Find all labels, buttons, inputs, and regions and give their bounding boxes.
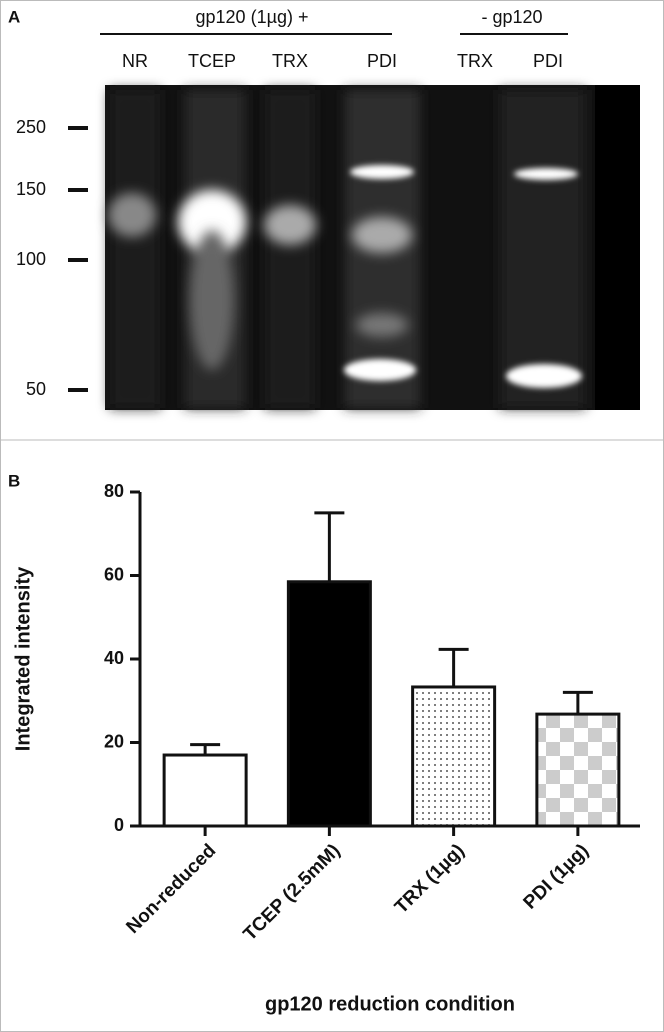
lane-label: TCEP — [188, 51, 236, 71]
panel-label: B — [8, 471, 20, 490]
bar — [286, 580, 372, 828]
plot: 0 20 40 60 80 Non-reduced TCEP (2.5mM) TRX (1µg… — [104, 481, 640, 945]
y-tick-label: 20 — [104, 731, 124, 751]
group-label: gp120 (1µg) + — [196, 7, 309, 27]
lane-label: PDI — [533, 51, 563, 71]
bar — [411, 685, 497, 828]
gel — [105, 85, 640, 410]
y-axis-label: Integrated intensity — [12, 566, 34, 751]
marker-label: 50 — [26, 379, 46, 399]
lane-label: TRX — [457, 51, 493, 71]
marker-label: 100 — [16, 249, 46, 269]
lane-label: PDI — [367, 51, 397, 71]
x-tick-label: PDI (1µg) — [520, 840, 593, 913]
marker-label: 250 — [16, 117, 46, 137]
lane-label: TRX — [272, 51, 308, 71]
y-tick-label: 80 — [104, 481, 124, 501]
bar — [535, 712, 621, 828]
y-tick-label: 40 — [104, 648, 124, 668]
panel-label: A — [8, 7, 20, 26]
group-label: - gp120 — [481, 7, 542, 27]
lane-labels: NR TCEP TRX PDI TRX PDI — [122, 51, 563, 71]
lane-label: NR — [122, 51, 148, 71]
x-tick-label: TCEP (2.5mM) — [240, 840, 345, 945]
y-tick-label: 60 — [104, 564, 124, 584]
x-tick-label: TRX (1µg) — [391, 840, 469, 918]
x-axis-label: gp120 reduction condition — [265, 993, 515, 1015]
bar — [162, 753, 248, 828]
marker-label: 150 — [16, 179, 46, 199]
y-tick-label: 0 — [114, 815, 124, 835]
x-tick-label: Non-reduced — [122, 840, 220, 938]
markers: 250 150 100 50 — [16, 117, 88, 399]
